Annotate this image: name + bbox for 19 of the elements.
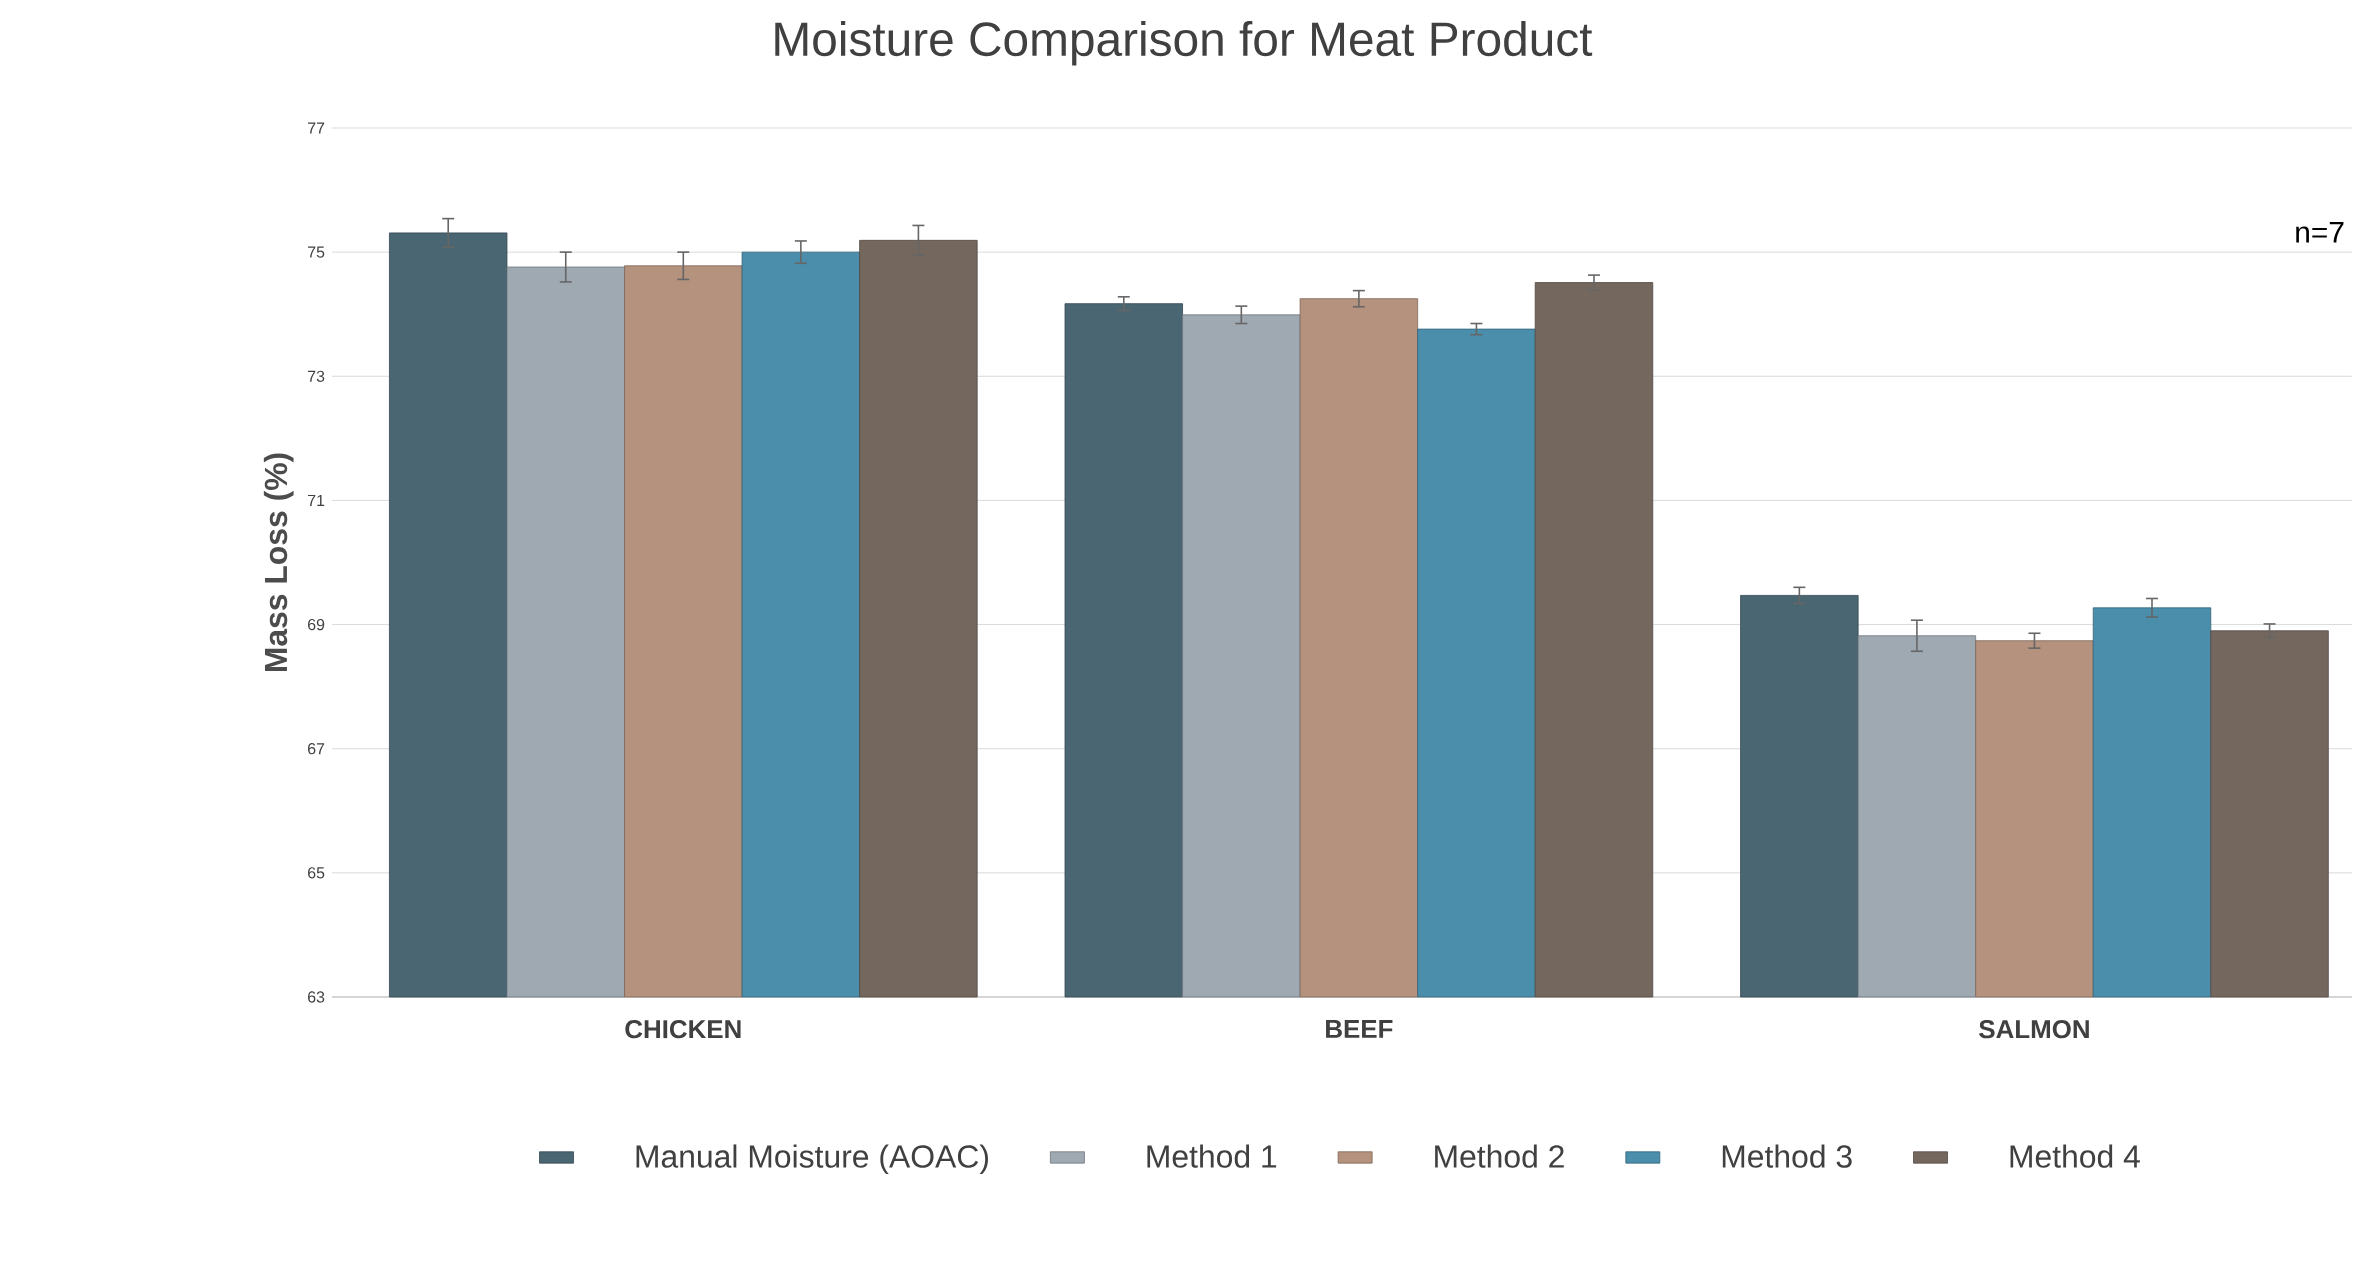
legend-label: Method 1	[1147, 1144, 1277, 1168]
x-tick-label: BEEF	[1326, 1020, 1393, 1038]
y-tick-label: 69	[308, 618, 325, 631]
legend-label: Method 3	[1722, 1144, 1852, 1168]
y-tick-label: 71	[308, 494, 325, 506]
legend-label: Method 4	[2010, 1144, 2140, 1168]
y-tick-label: 75	[308, 246, 325, 258]
y-tick-label: 65	[308, 867, 325, 879]
x-tick-label: SALMON	[1979, 1020, 2089, 1039]
y-axis-title: Mass Loss (%)	[263, 453, 294, 672]
annotation: n=7	[2296, 222, 2344, 243]
y-tick-label: 67	[308, 743, 325, 755]
legend-label: Manual Moisture (AOAC)	[636, 1144, 988, 1175]
chart-title: Moisture Comparison for Meat Product	[775, 21, 1593, 66]
x-tick-label: CHICKEN	[625, 1020, 741, 1039]
y-tick-label: 73	[308, 370, 325, 382]
y-tick-label: 77	[308, 122, 325, 134]
y-tick-label: 63	[308, 991, 325, 1003]
legend-label: Method 2	[1435, 1144, 1564, 1168]
